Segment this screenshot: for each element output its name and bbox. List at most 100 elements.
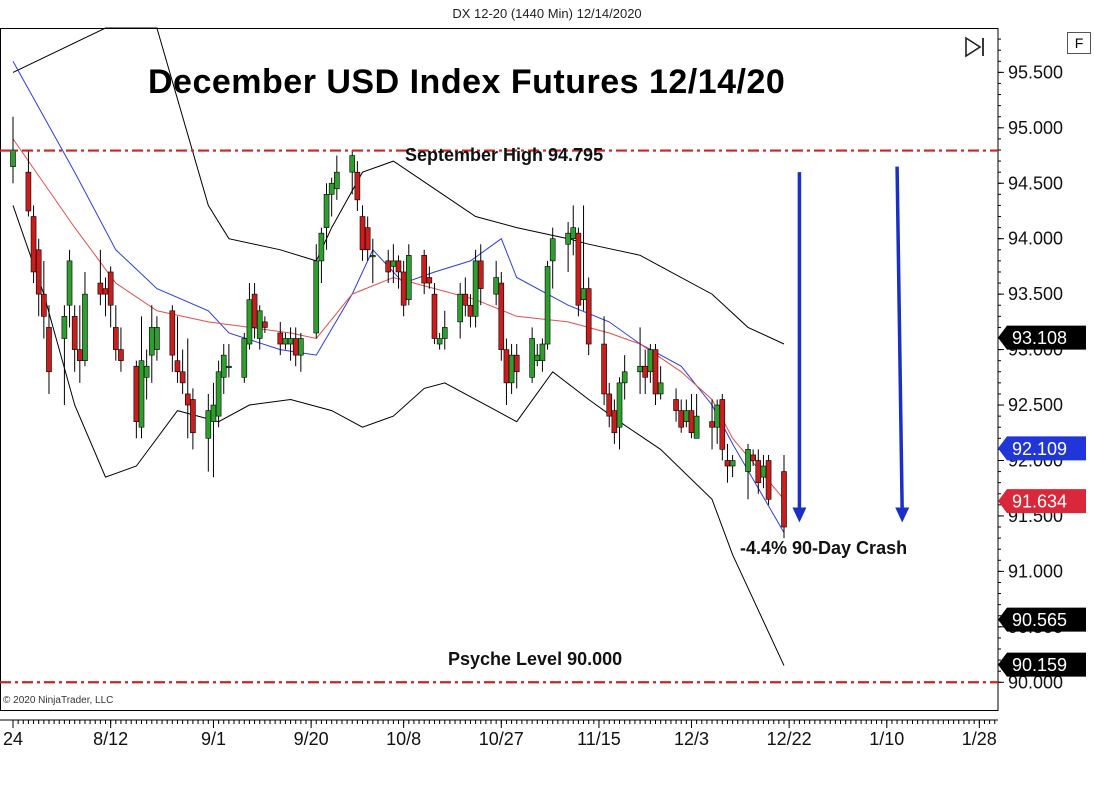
- candle-body: [179, 371, 186, 384]
- candle-body: [41, 293, 47, 317]
- candle-body: [25, 171, 32, 212]
- candle-body: [673, 399, 679, 411]
- candle: [205, 393, 212, 472]
- candle-body: [405, 255, 412, 300]
- candle-body: [714, 404, 720, 428]
- x-tick-label: 12/22: [767, 729, 812, 749]
- candle: [683, 399, 690, 428]
- candle: [508, 344, 515, 394]
- candle: [441, 310, 448, 350]
- candle: [328, 177, 335, 217]
- price-badge-bg: [998, 489, 1086, 514]
- candle-body: [529, 338, 535, 378]
- candle-body: [97, 282, 104, 295]
- candle: [570, 205, 577, 256]
- candle: [369, 238, 376, 284]
- candle: [251, 283, 258, 339]
- candle: [313, 244, 320, 339]
- candle-body: [138, 360, 145, 428]
- candle-body: [652, 349, 659, 395]
- candle-body: [71, 316, 78, 350]
- candle-body: [724, 460, 731, 467]
- crash-annotation: -4.4% 90-Day Crash: [740, 538, 908, 558]
- candle-body: [277, 332, 284, 345]
- candle-body: [385, 260, 392, 273]
- candle-body: [246, 299, 253, 345]
- candle: [611, 399, 618, 444]
- candle-body: [262, 321, 268, 328]
- candle-body: [256, 310, 263, 339]
- candle: [714, 399, 720, 444]
- candle: [318, 227, 325, 284]
- candle-body: [205, 410, 212, 439]
- candle: [642, 349, 649, 394]
- candle-body: [354, 171, 361, 201]
- candle-body: [503, 349, 510, 384]
- candle: [678, 399, 685, 433]
- candle: [606, 382, 613, 428]
- candle-body: [781, 471, 787, 528]
- band-blue-line: [12, 61, 785, 533]
- candle: [647, 344, 654, 383]
- candle: [102, 277, 109, 317]
- candle: [719, 393, 726, 461]
- price-badge-bg: [998, 607, 1086, 632]
- candle: [364, 216, 371, 261]
- candle-body: [570, 227, 577, 239]
- candle-body: [493, 277, 499, 295]
- candle-body: [364, 227, 371, 251]
- candle-body: [611, 410, 618, 434]
- candle: [97, 249, 104, 306]
- chart-title: December USD Index Futures 12/14/20: [148, 63, 786, 101]
- candle: [781, 454, 787, 539]
- candle: [652, 344, 659, 406]
- candle-body: [298, 338, 304, 356]
- candle-body: [82, 293, 88, 361]
- arrow-head: [792, 507, 807, 523]
- copyright-text: © 2020 NinjaTrader, LLC: [3, 695, 114, 706]
- candle: [709, 399, 715, 450]
- candle: [169, 305, 176, 372]
- candle-body: [369, 255, 376, 258]
- candle: [673, 388, 679, 422]
- candle-body: [472, 260, 479, 317]
- candle: [472, 249, 479, 328]
- y-tick-label: 91.000: [1008, 561, 1063, 581]
- candle: [82, 271, 88, 367]
- skip-to-end-icon[interactable]: [962, 36, 988, 58]
- candle-body: [251, 293, 258, 328]
- candle-body: [760, 465, 767, 478]
- candle: [349, 149, 356, 195]
- candle-body: [729, 460, 736, 467]
- candle: [61, 305, 68, 406]
- x-tick-label: 12/3: [674, 729, 709, 749]
- candle-body: [688, 410, 695, 434]
- candle-body: [513, 354, 520, 373]
- price-badge-label: 92.109: [1012, 439, 1067, 459]
- candle-body: [313, 260, 320, 334]
- candle-body: [575, 232, 582, 306]
- price-badge-label: 91.634: [1012, 492, 1067, 512]
- candle-body: [390, 260, 397, 267]
- candle-body: [400, 271, 407, 306]
- y-tick-label: 94.000: [1008, 229, 1063, 249]
- candle: [118, 327, 124, 372]
- candle-body: [107, 271, 114, 306]
- september-high-label: September High 94.795: [405, 145, 604, 165]
- candle-body: [169, 310, 176, 356]
- arrow-shaft: [895, 166, 904, 514]
- candle-body: [359, 216, 366, 251]
- candle-body: [616, 382, 623, 428]
- candle-body: [184, 393, 191, 406]
- candle-body: [765, 460, 772, 500]
- x-tick-label: 24: [3, 729, 23, 749]
- candle-body: [683, 410, 690, 422]
- candle-body: [148, 327, 155, 356]
- candle: [513, 344, 520, 389]
- candle: [657, 366, 664, 400]
- candle-body: [580, 288, 587, 300]
- candle: [359, 205, 366, 261]
- f-button[interactable]: F: [1067, 32, 1091, 54]
- candle: [400, 260, 407, 317]
- candle: [693, 393, 700, 439]
